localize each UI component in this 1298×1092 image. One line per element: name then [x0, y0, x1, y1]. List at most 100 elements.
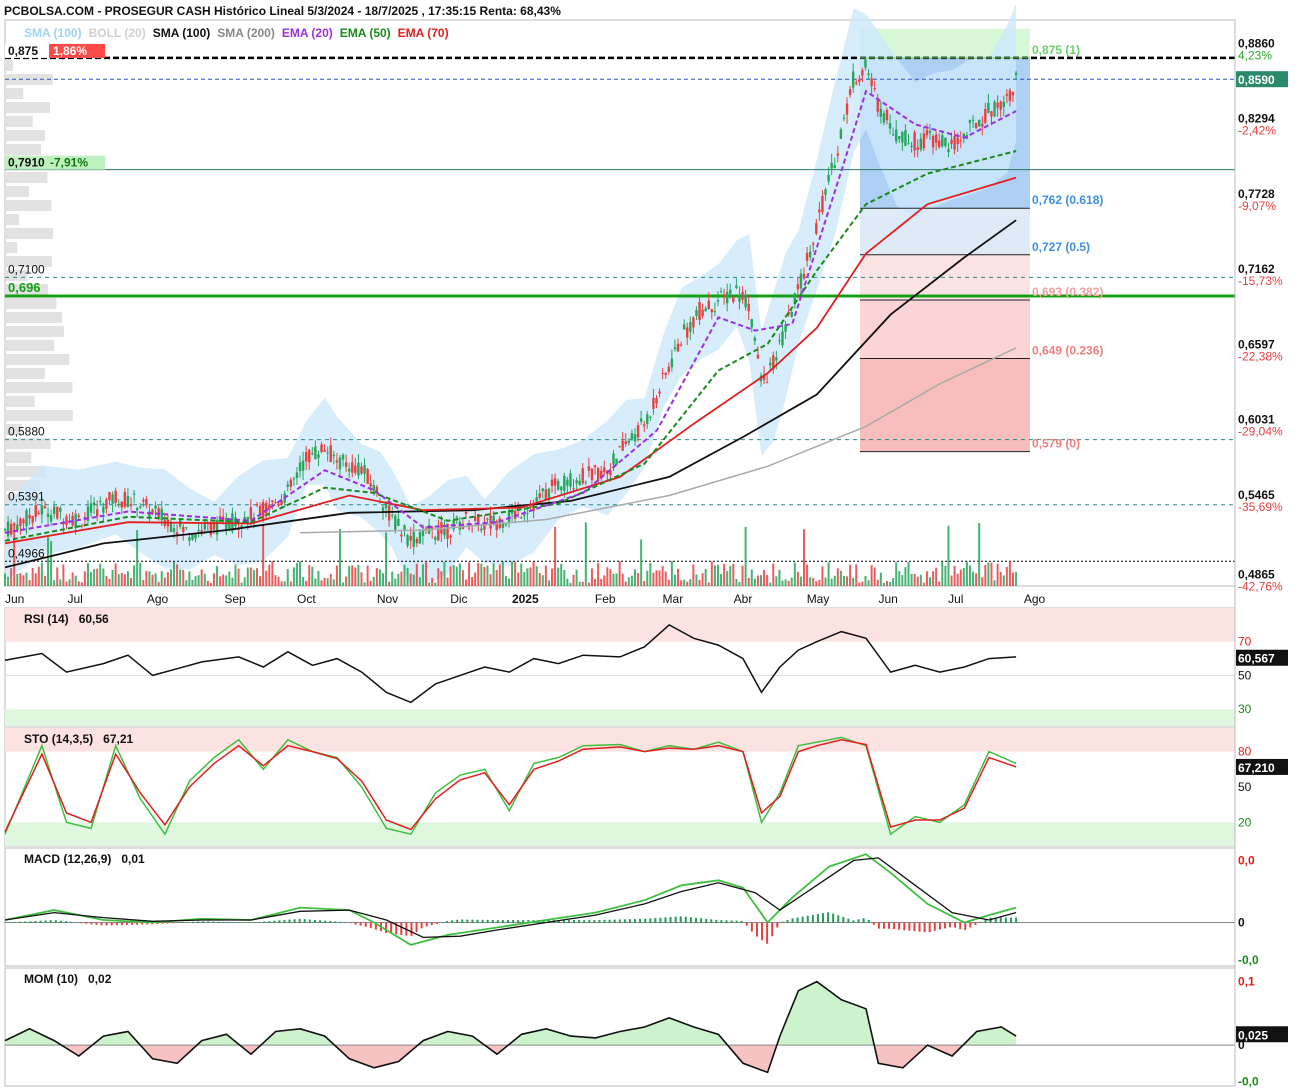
volume-bar — [962, 567, 965, 586]
macd-histogram-bar — [466, 919, 469, 924]
price-tag-pct-bg — [49, 43, 105, 58]
candle-body — [950, 139, 953, 144]
macd-histogram-bar — [634, 919, 637, 924]
volume-bar — [603, 575, 606, 586]
macd-histogram-bar — [105, 922, 108, 926]
volume-bar — [763, 570, 766, 586]
candle-body — [713, 311, 717, 313]
volume-bar — [219, 576, 222, 586]
legend-entry: SMA (100) — [24, 26, 82, 40]
candle-body — [135, 508, 139, 511]
macd-histogram-bar — [542, 920, 545, 924]
candle-body — [154, 505, 157, 509]
volume-bar — [47, 537, 50, 586]
candle-body — [366, 469, 369, 484]
candle-body — [473, 516, 477, 521]
volume-bar — [483, 566, 486, 586]
volume-bar — [471, 576, 474, 586]
candle-body — [212, 521, 216, 530]
macd-histogram-bar — [54, 920, 57, 924]
candle-body — [775, 357, 778, 361]
candle-body — [907, 143, 910, 145]
volume-bar — [750, 569, 753, 586]
macd-histogram-bar — [999, 917, 1002, 924]
candle-body — [845, 103, 849, 115]
volume-bar — [440, 571, 443, 586]
macd-histogram-bar — [816, 914, 819, 924]
indicator-legend: SMA (100) BOLL (20) SMA (100) SMA (200) EMA … — [24, 26, 456, 40]
volume-bar — [677, 568, 680, 586]
macd-histogram-bar — [273, 920, 276, 924]
candle-body — [679, 344, 683, 346]
candle-body — [566, 479, 569, 486]
candle-body — [686, 327, 689, 338]
volume-bar — [357, 564, 360, 586]
volume-bar — [975, 573, 978, 586]
macd-histogram-bar — [110, 922, 113, 926]
macd-histogram-bar — [95, 922, 98, 925]
volume-bar — [707, 582, 710, 586]
volume-bar — [428, 582, 431, 586]
volume-profile-bar — [5, 326, 64, 337]
macd-histogram-bar — [608, 919, 611, 924]
volume-bar — [572, 574, 575, 586]
candle-body — [692, 317, 695, 328]
candle-body — [689, 322, 692, 332]
volume-bar — [139, 562, 142, 586]
candle-body — [83, 516, 87, 519]
volume-bar — [345, 576, 348, 586]
volume-bar — [710, 561, 713, 586]
volume-bar — [790, 577, 793, 586]
signal-line — [4, 857, 1017, 939]
volume-bar — [541, 575, 544, 586]
volume-bar — [836, 568, 839, 586]
candle-body — [160, 508, 163, 521]
volume-bar — [4, 573, 6, 586]
oversold-zone — [5, 822, 1235, 846]
macd-histogram-bar — [517, 920, 520, 924]
volume-profile-bar — [5, 340, 55, 351]
candle-body — [805, 253, 809, 261]
candle-body — [363, 465, 366, 474]
volume-bar — [637, 573, 640, 586]
volume-bar — [262, 524, 265, 586]
volume-bar — [117, 574, 120, 586]
candle-body — [268, 504, 271, 510]
volume-bar — [173, 561, 176, 586]
macd-histogram-bar — [496, 920, 499, 924]
volume-bar — [713, 565, 716, 586]
volume-bar — [19, 573, 22, 586]
volume-bar — [987, 562, 990, 586]
candle-body — [295, 472, 299, 478]
candle-body — [185, 527, 188, 529]
macd-histogram-bar — [395, 922, 398, 935]
macd-histogram-bar — [247, 922, 250, 924]
volume-bar — [243, 577, 246, 586]
volume-bar — [507, 578, 510, 586]
volume-profile-bar — [5, 102, 51, 113]
price-tag: 0,5391 — [8, 490, 45, 504]
volume-bar — [403, 564, 406, 586]
sto-title: STO (14,3,5) 67,21 — [24, 732, 134, 746]
volume-bar — [28, 580, 31, 586]
volume-bar — [910, 573, 913, 586]
fib-level-label: 0,875 (1) — [1032, 43, 1080, 57]
candle-body — [707, 300, 710, 310]
candle-body — [394, 515, 397, 531]
volume-bar — [584, 522, 587, 586]
macd-histogram-bar — [654, 918, 657, 924]
candle-body — [314, 446, 317, 460]
macd-histogram-bar — [659, 917, 662, 924]
candle-body — [870, 78, 873, 87]
candle-body — [341, 454, 345, 460]
macd-histogram-bar — [730, 920, 733, 924]
candle-body — [824, 189, 827, 195]
candle-body — [403, 525, 406, 531]
macd-histogram-bar — [324, 920, 327, 924]
volume-bar — [922, 582, 925, 586]
macd-histogram-bar — [212, 921, 215, 924]
y-tick-pct: -2,42% — [1238, 124, 1276, 138]
macd-histogram-bar — [628, 919, 631, 924]
volume-bar — [554, 526, 557, 586]
volume-bar — [163, 577, 166, 586]
